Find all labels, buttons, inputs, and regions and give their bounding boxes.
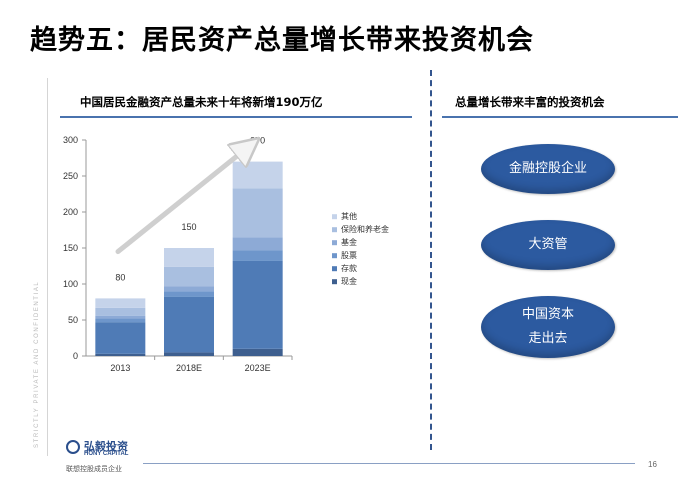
opportunity-label: 中国资本: [521, 307, 574, 322]
confidential-side-label: STRICTLY PRIVATE AND CONFIDENTIAL: [34, 280, 40, 448]
legend-label: 基金: [341, 237, 357, 247]
bar-segment: [232, 237, 283, 251]
page-number: 16: [648, 460, 657, 469]
bar-segment: [95, 322, 146, 354]
bar-segment: [164, 352, 214, 356]
legend-label: 股票: [341, 251, 357, 260]
legend-label: 现金: [341, 276, 357, 286]
bar-segment: [164, 291, 214, 297]
opportunity-oval-financial-holding: 金融控股企业: [481, 144, 615, 194]
bar-segment: [232, 188, 283, 238]
legend-swatch: [332, 266, 337, 272]
bar-segment: [164, 266, 214, 287]
section-divider: [430, 70, 432, 450]
x-tick-label: 2023E: [245, 363, 271, 373]
logo-english-name: HONY CAPITAL: [84, 451, 129, 457]
legend-swatch: [332, 253, 337, 259]
opportunity-oval-capital-going-abroad: 中国资本 走出去: [481, 296, 615, 358]
bar-segment: [95, 307, 146, 316]
right-heading-rule: [442, 116, 678, 118]
slide-title: 趋势五：居民资产总量增长带来投资机会: [30, 25, 534, 56]
logo-subtitle: 联想控股成员企业: [66, 465, 122, 473]
bar-total-label: 270: [250, 136, 265, 146]
legend-swatch: [332, 227, 337, 233]
logo-circle-icon: [66, 440, 80, 454]
y-tick-label: 0: [73, 351, 78, 361]
y-tick-label: 250: [63, 171, 78, 181]
left-margin-line: [47, 78, 48, 456]
opportunity-label: 金融控股企业: [508, 161, 587, 176]
legend-swatch: [332, 279, 337, 285]
bar-segment: [95, 298, 146, 308]
y-tick-label: 50: [68, 315, 78, 325]
bar-segment: [232, 161, 283, 189]
bar-segment: [164, 296, 214, 353]
legend-swatch: [332, 240, 337, 246]
legend-label: 存款: [341, 263, 357, 273]
bar-segment: [232, 260, 283, 349]
asset-stacked-bar-chart: 0 50 100 150 200 250 300 2013 80 2018E 150 2023E 270…: [63, 135, 389, 373]
opportunity-label: 大资管: [528, 237, 568, 252]
left-heading: 中国居民金融资产总量未来十年将新增190万亿: [80, 95, 323, 109]
opportunity-oval-asset-management: 大资管: [481, 220, 615, 270]
logo-chinese-name: 弘毅投资: [84, 440, 128, 453]
bar-segment: [232, 348, 283, 356]
y-tick-label: 100: [63, 279, 78, 289]
y-tick-label: 200: [63, 207, 78, 217]
bar-segment: [164, 248, 214, 267]
left-heading-rule: [60, 116, 412, 118]
opportunity-label: 走出去: [528, 331, 568, 346]
x-tick-label: 2013: [110, 363, 130, 373]
legend-swatch: [332, 214, 337, 220]
y-tick-label: 150: [63, 243, 78, 253]
legend-label: 保险和养老金: [341, 224, 389, 234]
bar-segment: [95, 318, 146, 323]
bar-total-label: 80: [115, 272, 125, 282]
y-tick-label: 300: [63, 135, 78, 145]
bar-segment: [232, 250, 283, 261]
bar-total-label: 150: [181, 222, 196, 232]
footer-rule: [143, 463, 635, 464]
bar-segment: [95, 353, 146, 356]
growth-arrow: [115, 147, 248, 255]
bar-segment: [164, 286, 214, 292]
x-tick-label: 2018E: [176, 363, 202, 373]
legend-label: 其他: [341, 211, 357, 221]
bar-segment: [95, 315, 146, 319]
right-heading: 总量增长带来丰富的投资机会: [455, 95, 605, 109]
